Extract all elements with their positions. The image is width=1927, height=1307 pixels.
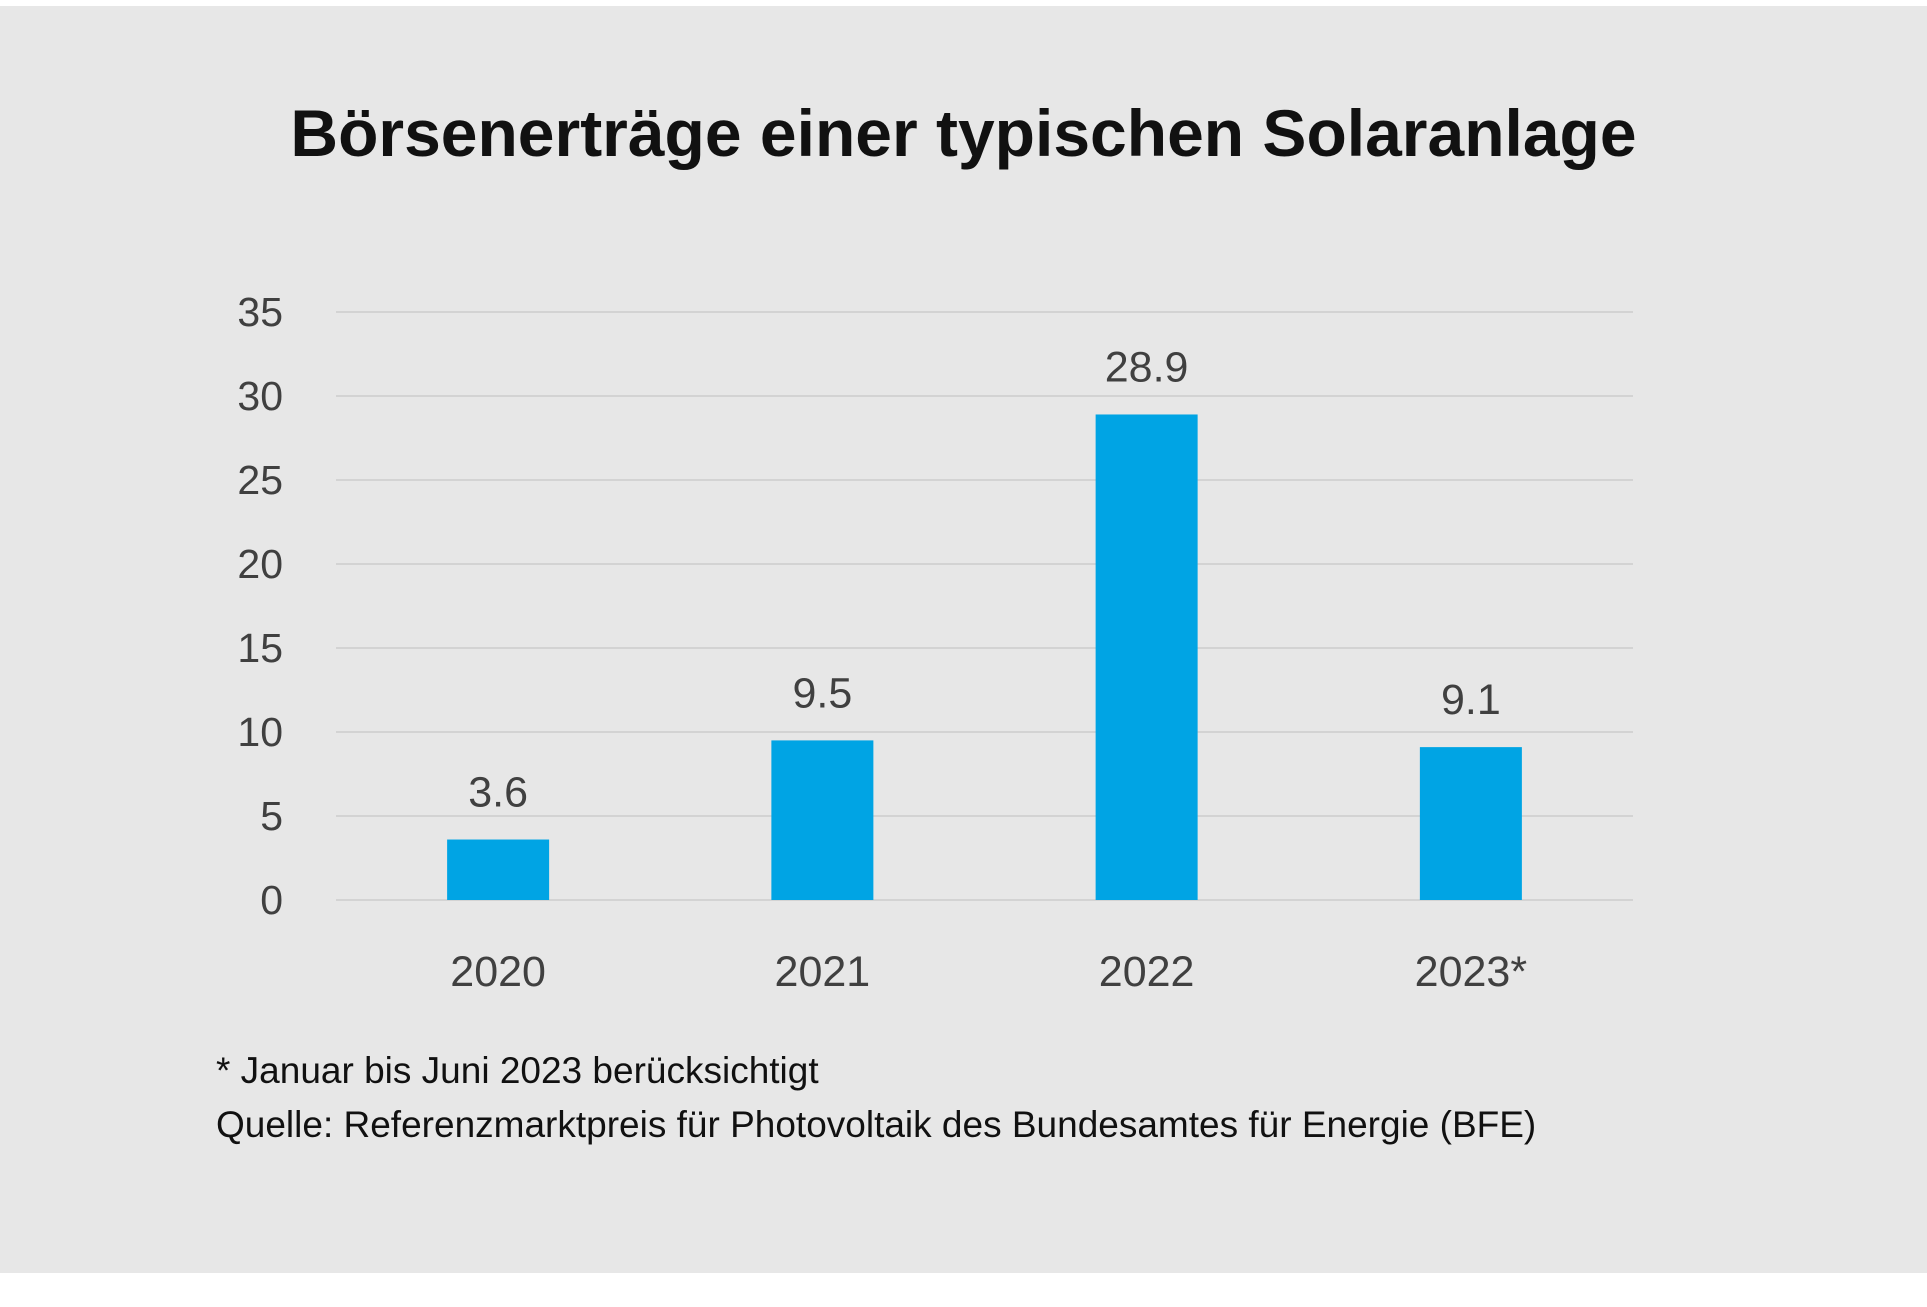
y-tick-label: 5 [260, 793, 283, 839]
y-axis-ticks: 0 5 10 15 20 25 30 35 [237, 289, 283, 923]
bar-2021 [771, 740, 874, 900]
footnote-source: Quelle: Referenzmarktpreis für Photovolt… [216, 1104, 1537, 1145]
y-tick-label: 30 [237, 373, 283, 419]
x-category-label: 2023* [1415, 948, 1528, 996]
data-label: 3.6 [468, 769, 528, 817]
data-label: 9.1 [1441, 676, 1501, 724]
y-tick-label: 0 [260, 877, 283, 923]
data-label: 9.5 [792, 669, 852, 717]
x-category-label: 2021 [775, 948, 871, 996]
bar-2023 [1419, 747, 1522, 900]
y-tick-label: 25 [237, 457, 283, 503]
y-tick-label: 15 [237, 625, 283, 671]
y-tick-label: 10 [237, 709, 283, 755]
y-tick-label: 20 [237, 541, 283, 587]
bars [447, 414, 1522, 900]
gridlines [336, 311, 1633, 901]
x-category-label: 2020 [450, 948, 546, 996]
footnote-partial-year: * Januar bis Juni 2023 berücksichtigt [216, 1050, 819, 1091]
data-label: 28.9 [1105, 343, 1189, 391]
chart-title: Börsenerträge einer typischen Solaranlag… [290, 96, 1637, 170]
y-tick-label: 35 [237, 289, 283, 335]
bar-2022 [1095, 414, 1198, 900]
bar-2020 [447, 839, 550, 900]
x-category-label: 2022 [1099, 948, 1195, 996]
data-labels: 3.6 9.5 28.9 9.1 [468, 343, 1501, 816]
x-axis-categories: 2020 2021 2022 2023* [450, 948, 1527, 996]
chart-background [0, 6, 1927, 1273]
